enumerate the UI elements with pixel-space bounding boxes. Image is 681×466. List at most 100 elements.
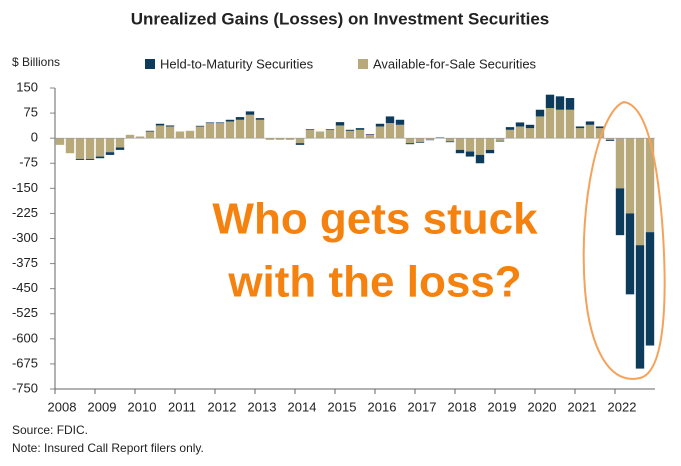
y-tick-label: -600 [12,330,38,345]
bar [495,138,505,141]
x-tick-label: 2018 [448,399,477,414]
bar [485,138,495,150]
chart-title: Unrealized Gains (Losses) on Investment … [131,9,550,28]
bar [385,123,395,139]
plot-area: 150 75 0 -75 -150 -225 -300 -375 -450 -525 -600 -67… [12,79,655,414]
highlight-ellipse [582,100,666,380]
y-axis-label: $ Billions [12,55,60,69]
legend-swatch [145,59,155,69]
bar [455,149,465,154]
bar [645,232,655,346]
bar [635,138,645,246]
bar [515,126,525,139]
bar [575,126,585,129]
bar [495,140,505,142]
bar [355,128,365,130]
bar [115,138,125,148]
bar [565,109,575,139]
bar [285,138,295,140]
bar [415,138,425,143]
bar [255,119,265,139]
bar [265,138,275,140]
bar [225,121,235,139]
bar [165,126,175,139]
bar [135,136,145,139]
bar [595,128,605,139]
bar [375,126,385,139]
bar [625,138,635,214]
bar [345,130,355,139]
bar [215,123,225,139]
bar [485,149,495,154]
bar [255,118,265,120]
bar [85,138,95,159]
bar [455,138,465,150]
bar [115,147,125,150]
y-tick-label: -525 [12,305,38,320]
x-tick-label: 2012 [208,399,237,414]
bar [345,129,355,131]
bar [645,138,655,233]
bar [435,137,445,139]
bar [325,129,335,130]
x-tick-label: 2009 [88,399,117,414]
bar [105,152,115,155]
x-tick-label: 2021 [568,399,597,414]
bar [155,125,165,139]
bar [615,188,625,236]
bar [145,131,155,139]
bar [615,138,625,189]
bar [395,124,405,139]
y-tick-label: 150 [16,79,38,94]
bar [595,126,605,129]
bar [335,125,345,139]
x-tick-label: 2008 [48,399,77,414]
y-tick-label: -375 [12,255,38,270]
bar [295,143,305,145]
bar [395,119,405,125]
bar [535,116,545,139]
bar [235,119,245,139]
bar [405,143,415,145]
x-tick-label: 2010 [128,399,157,414]
bar [545,94,555,109]
annotation: Who gets stuck [212,195,538,244]
x-tick-label: 2011 [168,399,196,414]
bar [215,122,225,124]
x-tick-label: 2020 [528,399,557,414]
bar [205,122,215,124]
bar [305,129,315,130]
bar [315,131,325,139]
bar [355,129,365,139]
bar [535,109,545,117]
legend-label: Held-to-Maturity Securities [160,56,314,71]
bar [585,121,595,125]
bar [525,128,535,139]
y-tick-label: -450 [12,280,38,295]
y-tick-label: -750 [12,380,38,395]
bar [475,154,485,164]
y-tick-label: 75 [24,105,38,120]
x-tick-label: 2013 [248,399,277,414]
source: Source: FDIC. [12,423,88,437]
bar [555,96,565,110]
bar [415,142,425,143]
bar [325,129,335,139]
bar [465,151,475,157]
x-tick-label: 2014 [288,399,317,414]
bar [195,126,205,139]
y-tick-label: -225 [12,205,38,220]
bar [125,134,135,139]
bar [175,131,185,139]
bar [405,138,415,144]
bar [85,158,95,160]
bar [545,108,555,139]
bar [145,130,155,132]
bar [245,114,255,139]
bar [505,127,515,130]
bar [605,139,615,141]
x-tick-label: 2022 [608,399,637,414]
bar [95,138,105,157]
bar [575,128,585,139]
bar [65,138,75,154]
